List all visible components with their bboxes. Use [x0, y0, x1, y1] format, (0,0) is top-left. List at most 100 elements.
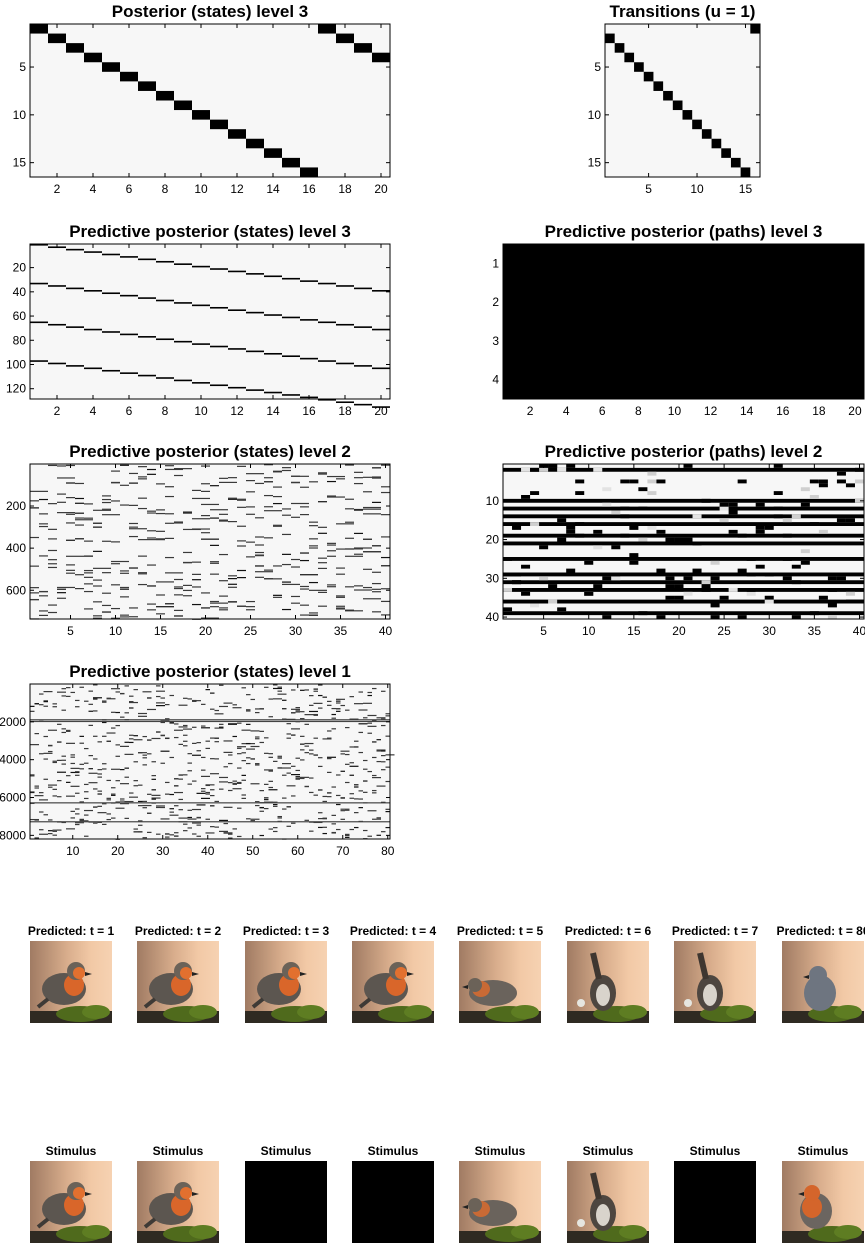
heatmap-cell — [683, 464, 693, 468]
heatmap-cell — [30, 321, 48, 324]
heatmap-cell — [282, 797, 287, 799]
heatmap-cell — [196, 817, 201, 819]
heatmap-cell — [165, 486, 174, 488]
heatmap-cell — [309, 614, 318, 616]
heatmap-cell — [300, 513, 309, 516]
heatmap-cell — [237, 545, 246, 547]
heatmap-cell — [318, 707, 323, 709]
heatmap-cell — [349, 793, 354, 795]
heatmap-cell — [264, 506, 273, 508]
heatmap-cell — [336, 803, 341, 806]
heatmap-cell — [57, 597, 66, 599]
heatmap-cell — [381, 565, 390, 567]
heatmap-cell — [818, 483, 828, 488]
heatmap-cell — [30, 598, 39, 601]
heatmap-cell — [66, 695, 71, 697]
heatmap-cell — [363, 491, 372, 493]
heatmap-cell — [250, 730, 260, 732]
heatmap-cell — [318, 684, 323, 686]
heatmap-cell — [336, 608, 345, 610]
heatmap-cell — [210, 773, 215, 775]
heatmap-cell — [250, 745, 260, 748]
heatmap-cell — [75, 482, 84, 485]
heatmap-run — [30, 802, 390, 804]
heatmap-cell — [773, 514, 783, 519]
heatmap-cell — [210, 826, 215, 828]
heatmap-cell — [111, 607, 120, 610]
heatmap-cell — [138, 466, 147, 468]
x-tick-label: 8 — [162, 404, 169, 418]
heatmap-cell — [174, 340, 192, 343]
heatmap-cell — [300, 167, 318, 177]
heatmap-cell — [214, 727, 224, 729]
heatmap-cell — [183, 734, 188, 736]
x-tick-label: 18 — [338, 404, 352, 418]
heatmap-cell — [237, 540, 246, 542]
heatmap-cell — [147, 831, 152, 833]
heatmap-cell — [255, 801, 260, 803]
y-tick-label: 5 — [594, 60, 601, 74]
predicted-frame-item: Predicted: t = 6 — [565, 924, 652, 1023]
heatmap-cell — [183, 823, 188, 825]
heatmap-cell — [241, 687, 246, 689]
heatmap-cell — [61, 709, 66, 711]
heatmap-cell — [228, 498, 237, 500]
heatmap-cell — [300, 585, 309, 588]
heatmap-cell — [183, 551, 192, 554]
bird-face — [395, 967, 407, 979]
heatmap-cell — [129, 522, 138, 525]
heatmap-cell — [336, 401, 354, 404]
heatmap-cell — [282, 467, 291, 469]
heatmap-cell — [300, 718, 305, 720]
heatmap-cell — [223, 806, 233, 808]
heatmap-cell — [151, 737, 161, 740]
heatmap-cell — [106, 732, 116, 734]
heatmap-cell — [210, 306, 228, 309]
heatmap-cell — [187, 753, 192, 755]
heatmap-cell — [345, 498, 354, 500]
heatmap-cell — [178, 743, 183, 745]
heatmap-cell — [156, 483, 165, 485]
heatmap-cell — [268, 780, 273, 782]
heatmap-cell — [205, 791, 210, 794]
heatmap-cell — [246, 757, 251, 759]
heatmap-cell — [84, 747, 89, 750]
heatmap-cell — [48, 750, 53, 753]
heatmap-cell — [30, 565, 39, 567]
heatmap-cell — [133, 828, 138, 830]
heatmap-cell — [246, 748, 251, 750]
heatmap-cell — [620, 533, 630, 538]
heatmap-cell — [111, 688, 120, 690]
heatmap-cell — [791, 580, 801, 585]
heatmap-cell — [196, 804, 206, 806]
heatmap-cell — [84, 517, 93, 519]
heatmap-cell — [43, 814, 48, 816]
heatmap-cell — [363, 538, 372, 540]
heatmap-cell — [84, 791, 89, 793]
heatmap-cell — [313, 754, 318, 756]
heatmap-cell — [818, 479, 828, 484]
heatmap-cell — [304, 752, 309, 754]
predicted-frame-item: Predicted: t = 1 — [28, 924, 115, 1023]
heatmap-cell — [322, 795, 327, 798]
heatmap-cell — [70, 767, 80, 769]
y-tick-label: 10 — [486, 494, 500, 508]
x-tick-label: 20 — [374, 182, 388, 196]
heatmap-cell — [309, 481, 318, 483]
heatmap-cell — [156, 260, 174, 263]
heatmap-cell — [201, 607, 210, 609]
heatmap-cell — [620, 479, 630, 484]
heatmap-cell — [264, 752, 269, 754]
heatmap-cell — [300, 711, 305, 713]
heatmap-cell — [277, 815, 282, 818]
heatmap-cell — [183, 728, 192, 730]
heatmap-cell — [259, 741, 264, 744]
heatmap-cell — [322, 817, 327, 819]
x-tick-label: 5 — [67, 624, 74, 638]
heatmap-cell — [682, 110, 693, 120]
heatmap-cell — [75, 823, 80, 826]
heatmap-cell — [318, 605, 327, 607]
heatmap-cell — [111, 584, 120, 586]
heatmap-cell — [264, 801, 273, 803]
heatmap-cell — [93, 579, 102, 581]
